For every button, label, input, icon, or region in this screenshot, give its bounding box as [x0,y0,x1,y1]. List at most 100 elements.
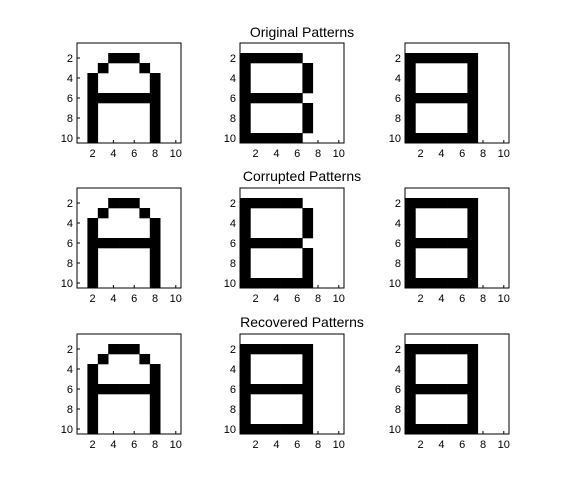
heatmap-cell [405,394,416,405]
heatmap-cell [240,248,251,259]
heatmap-cell [260,53,272,64]
heatmap-cell [271,278,282,289]
heatmap-cell [129,238,140,249]
heatmap-cell [467,63,479,74]
heatmap-cell [457,238,468,249]
axes-frame [404,42,510,144]
heatmap-cell [467,208,479,219]
heatmap-cell [415,278,427,289]
y-tick-label: 2 [230,198,236,210]
heatmap-cell [149,278,161,289]
heatmap-cell [240,93,251,104]
x-tick-label: 6 [131,148,137,160]
heatmap-cell [446,278,458,289]
x-tick-label: 2 [253,148,259,160]
y-tick-label: 4 [395,364,401,376]
y-tick-label: 6 [67,93,73,105]
heatmap-cell [240,344,251,355]
heatmap-cell [87,73,99,84]
heatmap-cell [302,364,314,375]
heatmap-cell [240,198,251,209]
heatmap-cell [405,208,416,219]
heatmap-cell [139,384,151,395]
heatmap-cell [240,123,251,134]
heatmap-cell [405,198,416,209]
heatmap-cell [467,53,479,64]
heatmap-cell [415,424,427,435]
x-tick-label: 8 [152,439,158,451]
heatmap-cell [250,344,262,355]
heatmap-cell [271,238,282,249]
heatmap-cell [446,238,458,249]
row-title-original: Original Patterns [250,24,354,40]
x-tick-label: 4 [273,148,279,160]
x-tick-label: 2 [90,293,96,305]
heatmap-cell [97,208,109,219]
x-tick-label: 2 [418,439,424,451]
y-tick-label: 10 [61,424,73,436]
heatmap-cell [240,258,251,269]
heatmap-cell [405,424,416,435]
heatmap-cell [87,268,99,279]
heatmap-cell [240,83,251,94]
x-tick-label: 10 [498,439,510,451]
panel-1-0: 2 4 6 8 10 2 4 6 8 10 [61,187,182,305]
heatmap-cell [405,133,416,144]
heatmap-cell [467,414,479,425]
x-tick-label: 10 [170,293,182,305]
heatmap-cell [240,424,251,435]
heatmap-cell [405,344,416,355]
heatmap-cell [149,384,161,395]
heatmap-cell [467,83,479,94]
y-tick-label: 8 [230,113,236,125]
heatmap-cell [302,268,314,279]
heatmap-cell [425,198,437,209]
y-tick-label: 10 [224,133,236,145]
heatmap-cell [108,93,119,104]
heatmap-cell [149,268,161,279]
heatmap-cell [415,238,427,249]
heatmap-cell [240,354,251,365]
y-tick-label: 6 [67,238,73,250]
x-tick-label: 6 [294,439,300,451]
heatmap-cell [87,83,99,94]
heatmap-cell [260,384,272,395]
heatmap-cell [405,53,416,64]
heatmap-cell [129,198,140,209]
heatmap-cell [87,394,99,405]
heatmap-cell [149,394,161,405]
heatmap-cell [425,424,437,435]
x-tick-label: 4 [110,293,116,305]
heatmap-cell [467,103,479,114]
heatmap-cell [405,93,416,104]
axes-frame [239,333,345,435]
heatmap-cell [302,83,314,94]
y-tick-label: 8 [230,404,236,416]
y-tick-label: 2 [395,344,401,356]
x-tick-label: 10 [333,439,345,451]
heatmap-cell [87,218,99,229]
heatmap-cell [271,198,282,209]
heatmap-cell [467,394,479,405]
heatmap-cell [292,53,303,64]
heatmap-cell [240,268,251,279]
heatmap-cell [457,344,468,355]
heatmap-cell [457,424,468,435]
heatmap-cell [302,73,314,84]
heatmap-cell [415,198,427,209]
heatmap-cell [149,228,161,239]
heatmap-cell [97,354,109,365]
x-tick-label: 6 [294,293,300,305]
heatmap-cell [405,374,416,385]
axes-frame [404,333,510,435]
heatmap-cell [260,424,272,435]
heatmap-cell [302,103,314,114]
x-tick-label: 6 [131,439,137,451]
heatmap-cell [457,384,468,395]
x-tick-label: 4 [273,439,279,451]
heatmap-cell [405,238,416,249]
heatmap-cell [118,238,130,249]
heatmap-cell [446,424,458,435]
heatmap-cell [302,404,314,415]
heatmap-cell [467,424,479,435]
